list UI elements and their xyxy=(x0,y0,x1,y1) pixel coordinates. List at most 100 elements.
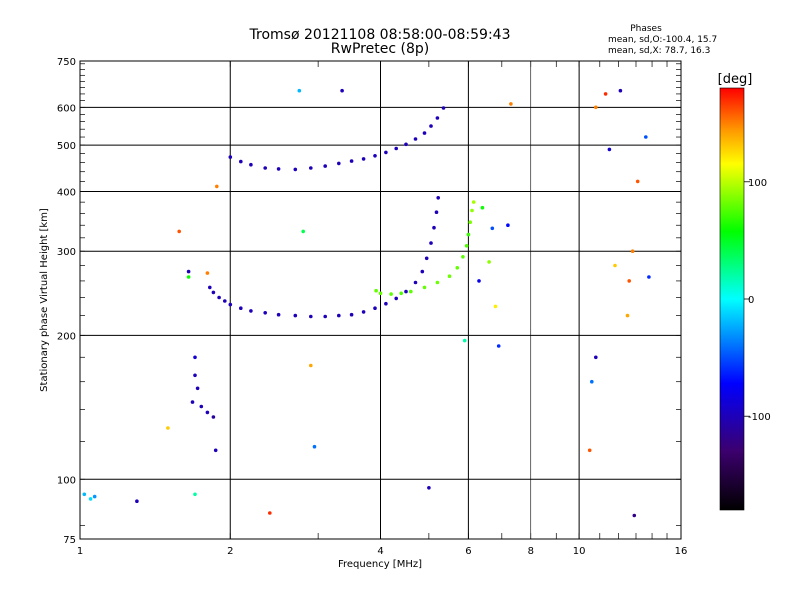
data-point xyxy=(211,415,216,419)
data-point xyxy=(644,135,648,139)
data-point xyxy=(186,269,191,274)
data-point xyxy=(92,494,97,499)
data-point xyxy=(427,486,431,490)
data-point xyxy=(480,205,485,210)
x-tick-label: 1 xyxy=(77,546,83,557)
data-point xyxy=(186,275,191,279)
data-point xyxy=(193,492,197,497)
data-point xyxy=(263,166,268,170)
data-point xyxy=(429,241,433,245)
colorbar-label: [deg] xyxy=(718,72,753,87)
colorbar-tick-label: -100 xyxy=(748,412,771,423)
y-axis: 75 100 200 300 400 500 600 750 xyxy=(57,57,681,546)
data-point xyxy=(389,292,393,296)
data-point xyxy=(618,88,623,93)
data-point xyxy=(195,386,200,391)
data-point xyxy=(293,167,298,172)
data-point xyxy=(384,150,388,155)
colorbar-tick-label: 100 xyxy=(748,178,767,189)
data-point xyxy=(384,301,388,306)
data-point xyxy=(493,304,498,309)
data-point xyxy=(461,254,465,259)
x-axis: 1 2 4 6 8 10 16 xyxy=(77,61,687,557)
phases-stats-o: mean, sd,O:-100.4, 15.7 xyxy=(608,35,717,45)
data-point xyxy=(309,363,313,368)
data-point xyxy=(594,355,598,360)
data-point xyxy=(447,274,452,279)
data-point xyxy=(205,271,210,275)
phases-heading: Phases xyxy=(630,24,662,34)
data-point xyxy=(263,311,268,315)
data-point xyxy=(374,288,378,293)
data-point xyxy=(217,295,221,300)
data-point xyxy=(506,223,510,227)
phases-stats-x: mean, sd,X: 78.7, 16.3 xyxy=(608,46,710,56)
data-point xyxy=(432,225,436,230)
data-point xyxy=(587,448,592,453)
data-point xyxy=(455,266,460,270)
data-point xyxy=(293,313,298,318)
data-point xyxy=(435,116,440,120)
y-tick-label: 300 xyxy=(57,247,76,258)
data-point xyxy=(630,249,635,253)
data-point xyxy=(413,137,418,141)
data-point xyxy=(323,164,328,168)
data-point xyxy=(309,166,313,170)
data-point xyxy=(441,106,446,110)
colorbar xyxy=(719,87,745,511)
data-point xyxy=(422,285,427,290)
data-point xyxy=(361,310,366,314)
data-point xyxy=(309,314,313,319)
data-point xyxy=(496,344,501,348)
data-point xyxy=(361,157,366,161)
data-point xyxy=(487,260,491,264)
data-point xyxy=(373,306,377,311)
data-point xyxy=(213,448,218,453)
data-point xyxy=(627,279,631,283)
y-tick-label: 750 xyxy=(57,57,76,68)
data-point xyxy=(82,492,87,497)
y-tick-label: 500 xyxy=(57,141,76,152)
x-tick-label: 2 xyxy=(227,546,233,557)
data-point xyxy=(249,162,253,167)
data-point xyxy=(603,92,608,96)
data-point xyxy=(340,88,344,93)
data-point xyxy=(404,142,408,147)
data-point xyxy=(276,312,281,317)
data-point xyxy=(632,513,637,518)
data-point xyxy=(378,291,383,296)
data-point xyxy=(337,313,341,318)
data-point xyxy=(349,312,354,317)
data-point xyxy=(434,210,439,214)
y-tick-label: 200 xyxy=(57,331,76,342)
chart-title: Tromsø 20121108 08:58:00-08:59:43 xyxy=(249,27,511,43)
y-tick-label: 600 xyxy=(57,103,76,114)
data-point xyxy=(135,499,139,504)
data-point xyxy=(429,124,433,128)
data-point xyxy=(193,355,197,360)
x-tick-label: 6 xyxy=(465,546,471,557)
y-tick-label: 100 xyxy=(57,475,76,486)
data-point xyxy=(268,511,272,515)
data-point xyxy=(464,244,469,248)
data-point xyxy=(297,88,302,93)
data-point xyxy=(211,290,216,295)
data-point xyxy=(239,159,243,164)
x-tick-label: 8 xyxy=(528,546,534,557)
data-point xyxy=(349,159,354,163)
data-point xyxy=(205,410,210,415)
data-point xyxy=(420,269,425,274)
chart-subtitle: RwPretec (8p) xyxy=(331,41,429,57)
data-point xyxy=(477,279,481,283)
data-point xyxy=(635,179,640,184)
data-point xyxy=(647,275,651,279)
data-point xyxy=(594,105,598,110)
grid-lines xyxy=(80,61,681,539)
data-point xyxy=(422,131,427,135)
data-point xyxy=(607,147,612,152)
data-point xyxy=(394,296,399,301)
data-point xyxy=(199,404,204,409)
data-point xyxy=(193,373,197,378)
y-axis-label: Stationary phase Virtual Height [km] xyxy=(39,208,50,392)
